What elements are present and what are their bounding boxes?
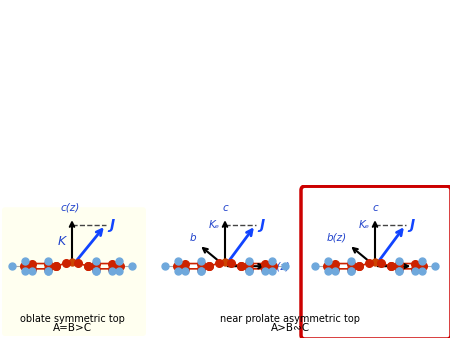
Text: c(z): c(z): [60, 203, 80, 213]
Text: Kₑ: Kₑ: [209, 220, 220, 230]
Text: c: c: [222, 203, 228, 213]
Text: b(z): b(z): [327, 233, 347, 243]
FancyBboxPatch shape: [301, 186, 450, 338]
Text: a: a: [416, 261, 423, 271]
Text: ULTRAHIGH-RESOLUTION SPECTROSCOPY OF: ULTRAHIGH-RESOLUTION SPECTROSCOPY OF: [6, 13, 444, 31]
Text: c: c: [372, 203, 378, 213]
Text: A>B∾C: A>B∾C: [270, 323, 310, 333]
Text: A=B>C: A=B>C: [53, 323, 91, 333]
Text: b: b: [190, 233, 197, 243]
Text: SHUNJI KASAHARA¹, Michiru Yamawaki¹, and Masaaki Baba²: SHUNJI KASAHARA¹, Michiru Yamawaki¹, and…: [63, 89, 387, 99]
Text: 1) Molecular Photoscience Research Center, Kobe University, Japan: 1) Molecular Photoscience Research Cente…: [55, 117, 395, 127]
Text: J: J: [410, 218, 415, 232]
Text: K: K: [58, 235, 66, 248]
Text: 2) Graduate School of Science, Kyoto University, Japan: 2) Graduate School of Science, Kyoto Uni…: [87, 148, 363, 158]
Text: DIBENZOFURAN S₁←S₀ TRANSITION: DIBENZOFURAN S₁←S₀ TRANSITION: [54, 50, 396, 68]
FancyBboxPatch shape: [2, 207, 146, 336]
Text: a(z): a(z): [271, 261, 291, 271]
Text: oblate symmetric top: oblate symmetric top: [19, 314, 125, 324]
Text: near prolate asymmetric top: near prolate asymmetric top: [220, 314, 360, 324]
Text: J: J: [260, 218, 265, 232]
Text: J: J: [110, 218, 115, 232]
Text: Kₑ: Kₑ: [359, 220, 370, 230]
